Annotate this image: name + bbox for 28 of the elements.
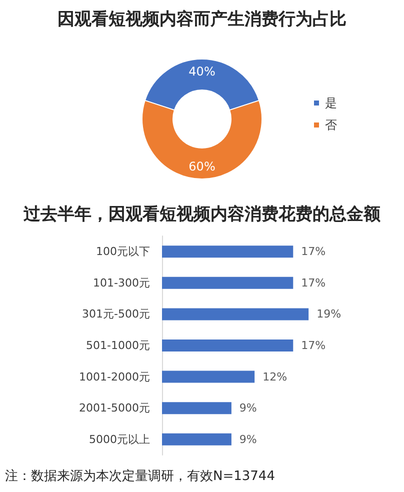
data-label: 9% — [239, 432, 257, 446]
data-label: 60% — [188, 160, 216, 174]
bar — [162, 340, 294, 352]
legend-label: 否 — [325, 118, 337, 132]
bar — [162, 276, 294, 289]
y-tick-label: 101-300元 — [93, 276, 150, 290]
bar — [162, 402, 232, 414]
y-tick-label: 5000元以上 — [89, 432, 150, 446]
data-label: 17% — [301, 339, 326, 352]
chart-title: 过去半年，因观看短视频内容消费花费的总金额 — [22, 204, 382, 224]
data-label: 12% — [262, 370, 288, 384]
y-tick-label: 1001-2000元 — [79, 370, 150, 384]
bar — [162, 433, 232, 446]
legend-label: 是 — [325, 96, 337, 110]
text: 注：数据来源为本次定量调研，有效N=13744 — [5, 469, 275, 484]
data-label: 9% — [239, 402, 257, 415]
data-label: 17% — [301, 276, 326, 290]
y-tick-label: 301元-500元 — [82, 308, 150, 321]
bar — [162, 246, 294, 258]
bar — [162, 308, 309, 320]
y-tick-label: 501-1000元 — [86, 339, 150, 352]
data-label: 40% — [188, 64, 216, 78]
bar — [162, 370, 255, 383]
data-label: 17% — [301, 245, 326, 258]
y-tick-label: 2001-5000元 — [79, 402, 150, 415]
y-tick-label: 100元以下 — [96, 245, 150, 258]
chart-title: 因观看短视频内容而产生消费行为占比 — [58, 10, 346, 30]
data-label: 19% — [316, 308, 342, 321]
